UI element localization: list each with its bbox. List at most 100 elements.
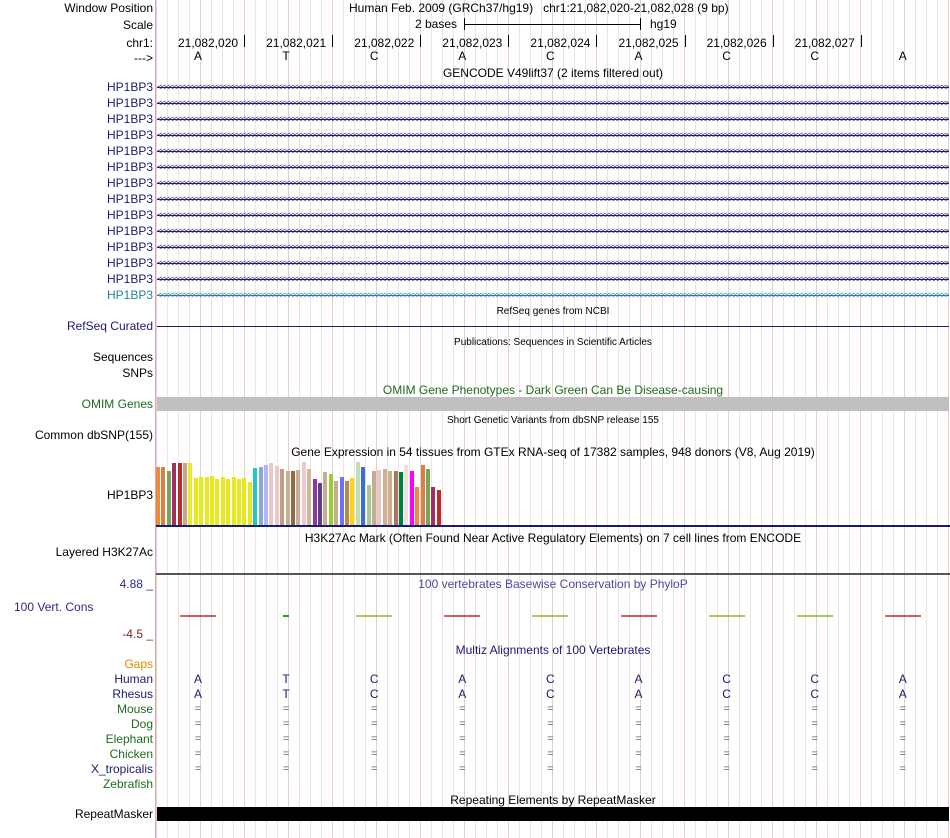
- gtex-bar[interactable]: [237, 479, 241, 525]
- gtex-bar[interactable]: [409, 471, 414, 525]
- gtex-bar[interactable]: [220, 477, 225, 525]
- gtex-bar[interactable]: [307, 469, 312, 525]
- gtex-bar[interactable]: [269, 463, 274, 525]
- gtex-bar[interactable]: [166, 471, 171, 525]
- multiz-base: A: [634, 687, 643, 701]
- gtex-bar[interactable]: [404, 465, 409, 525]
- base-letter: T: [282, 49, 290, 63]
- gtex-bar[interactable]: [328, 474, 333, 525]
- gencode-gene-label[interactable]: HP1BP3: [106, 112, 153, 126]
- multiz-species-label[interactable]: Chicken: [109, 747, 153, 761]
- gtex-bar[interactable]: [274, 466, 279, 525]
- omim-track-label[interactable]: OMIM Genes: [81, 397, 153, 411]
- gtex-bar[interactable]: [199, 477, 204, 525]
- gencode-gene-label[interactable]: HP1BP3: [106, 224, 153, 238]
- gtex-bar[interactable]: [431, 487, 436, 525]
- guide-line: [838, 0, 839, 838]
- multiz-species-label[interactable]: Zebrafish: [102, 777, 153, 791]
- phylop-track-label[interactable]: 100 Vert. Cons: [14, 600, 94, 614]
- gencode-gene-label[interactable]: HP1BP3: [106, 80, 153, 94]
- gtex-bar[interactable]: [301, 462, 306, 525]
- multiz-base: =: [547, 703, 554, 715]
- gencode-gene-label[interactable]: HP1BP3: [106, 176, 153, 190]
- gtex-bar[interactable]: [415, 487, 420, 525]
- gencode-gene-label[interactable]: HP1BP3: [106, 160, 153, 174]
- gencode-gene-label[interactable]: HP1BP3: [106, 144, 153, 158]
- guide-line: [343, 0, 344, 838]
- gtex-bar[interactable]: [177, 463, 182, 525]
- gencode-gene-label[interactable]: HP1BP3: [106, 288, 153, 302]
- gtex-bar[interactable]: [280, 469, 285, 525]
- gtex-bar[interactable]: [210, 476, 214, 525]
- omim-gene-block[interactable]: [157, 397, 949, 411]
- gtex-bar[interactable]: [345, 481, 349, 525]
- repeatmasker-track-label[interactable]: RepeatMasker: [74, 807, 153, 821]
- gtex-track-label[interactable]: HP1BP3: [106, 488, 153, 502]
- gtex-bar[interactable]: [372, 471, 376, 525]
- gtex-bar[interactable]: [388, 471, 393, 525]
- gtex-bar[interactable]: [226, 479, 231, 525]
- guide-line: [739, 0, 740, 838]
- repeatmasker-block[interactable]: [157, 807, 949, 821]
- gtex-bar[interactable]: [172, 463, 177, 525]
- multiz-species-label[interactable]: X_tropicalis: [90, 762, 153, 776]
- gtex-bar[interactable]: [426, 469, 430, 525]
- gtex-bar[interactable]: [215, 479, 220, 525]
- refseq-gene-line[interactable]: [157, 326, 949, 327]
- multiz-species-label[interactable]: Human: [114, 672, 153, 686]
- gtex-bar[interactable]: [334, 481, 339, 525]
- gtex-bar[interactable]: [355, 462, 360, 525]
- gtex-bar[interactable]: [253, 468, 258, 525]
- gencode-gene-label[interactable]: HP1BP3: [106, 256, 153, 270]
- multiz-species-label[interactable]: Elephant: [105, 732, 153, 746]
- gtex-bar[interactable]: [156, 467, 160, 525]
- multiz-species-label[interactable]: Rhesus: [112, 687, 153, 701]
- gtex-bar[interactable]: [296, 470, 301, 525]
- gtex-bar[interactable]: [161, 467, 166, 525]
- gtex-bar[interactable]: [242, 478, 247, 525]
- gtex-bar[interactable]: [436, 490, 441, 525]
- gencode-gene-label[interactable]: HP1BP3: [106, 240, 153, 254]
- gencode-gene-label[interactable]: HP1BP3: [106, 192, 153, 206]
- gtex-bar[interactable]: [366, 485, 371, 525]
- multiz-species-label[interactable]: Dog: [130, 717, 153, 731]
- gtex-bar[interactable]: [318, 483, 322, 525]
- multiz-base: =: [459, 748, 466, 760]
- gtex-bar[interactable]: [183, 463, 187, 525]
- gtex-bar[interactable]: [264, 465, 268, 525]
- dbsnp-track-label[interactable]: Common dbSNP(155): [34, 428, 153, 442]
- gtex-bar[interactable]: [231, 477, 236, 525]
- gtex-bar[interactable]: [247, 482, 252, 525]
- gtex-bar[interactable]: [204, 477, 209, 525]
- gencode-gene-label[interactable]: HP1BP3: [106, 128, 153, 142]
- publications-track-label[interactable]: Sequences: [92, 350, 153, 364]
- gtex-bar[interactable]: [382, 469, 387, 525]
- gencode-gene-label[interactable]: HP1BP3: [106, 208, 153, 222]
- gencode-gene-label[interactable]: HP1BP3: [106, 272, 153, 286]
- gtex-bar[interactable]: [361, 467, 366, 525]
- coordinate-label: 21,082,022: [354, 36, 415, 50]
- gtex-bar[interactable]: [285, 471, 290, 525]
- multiz-species-label[interactable]: Mouse: [116, 702, 153, 716]
- gtex-bar[interactable]: [291, 471, 295, 525]
- guide-line: [200, 0, 201, 838]
- multiz-base: A: [193, 672, 202, 686]
- gtex-bar[interactable]: [350, 478, 355, 525]
- gtex-bar-chart[interactable]: [156, 460, 556, 525]
- gtex-bar[interactable]: [399, 472, 403, 525]
- coordinate-tick: [508, 35, 510, 47]
- gtex-bar[interactable]: [258, 467, 263, 525]
- gtex-bar[interactable]: [193, 478, 198, 525]
- gtex-bar[interactable]: [323, 472, 328, 525]
- gtex-bar[interactable]: [188, 463, 193, 525]
- snps-track-label[interactable]: SNPs: [122, 366, 153, 380]
- refseq-track-label[interactable]: RefSeq Curated: [66, 319, 153, 333]
- multiz-gaps-label[interactable]: Gaps: [124, 657, 153, 671]
- gtex-bar[interactable]: [377, 470, 382, 525]
- gencode-gene-label[interactable]: HP1BP3: [106, 96, 153, 110]
- h3k27ac-track-label[interactable]: Layered H3K27Ac: [55, 545, 153, 559]
- gtex-bar[interactable]: [312, 479, 317, 525]
- gtex-bar[interactable]: [393, 471, 398, 525]
- gtex-bar[interactable]: [420, 465, 425, 525]
- gtex-bar[interactable]: [339, 477, 344, 525]
